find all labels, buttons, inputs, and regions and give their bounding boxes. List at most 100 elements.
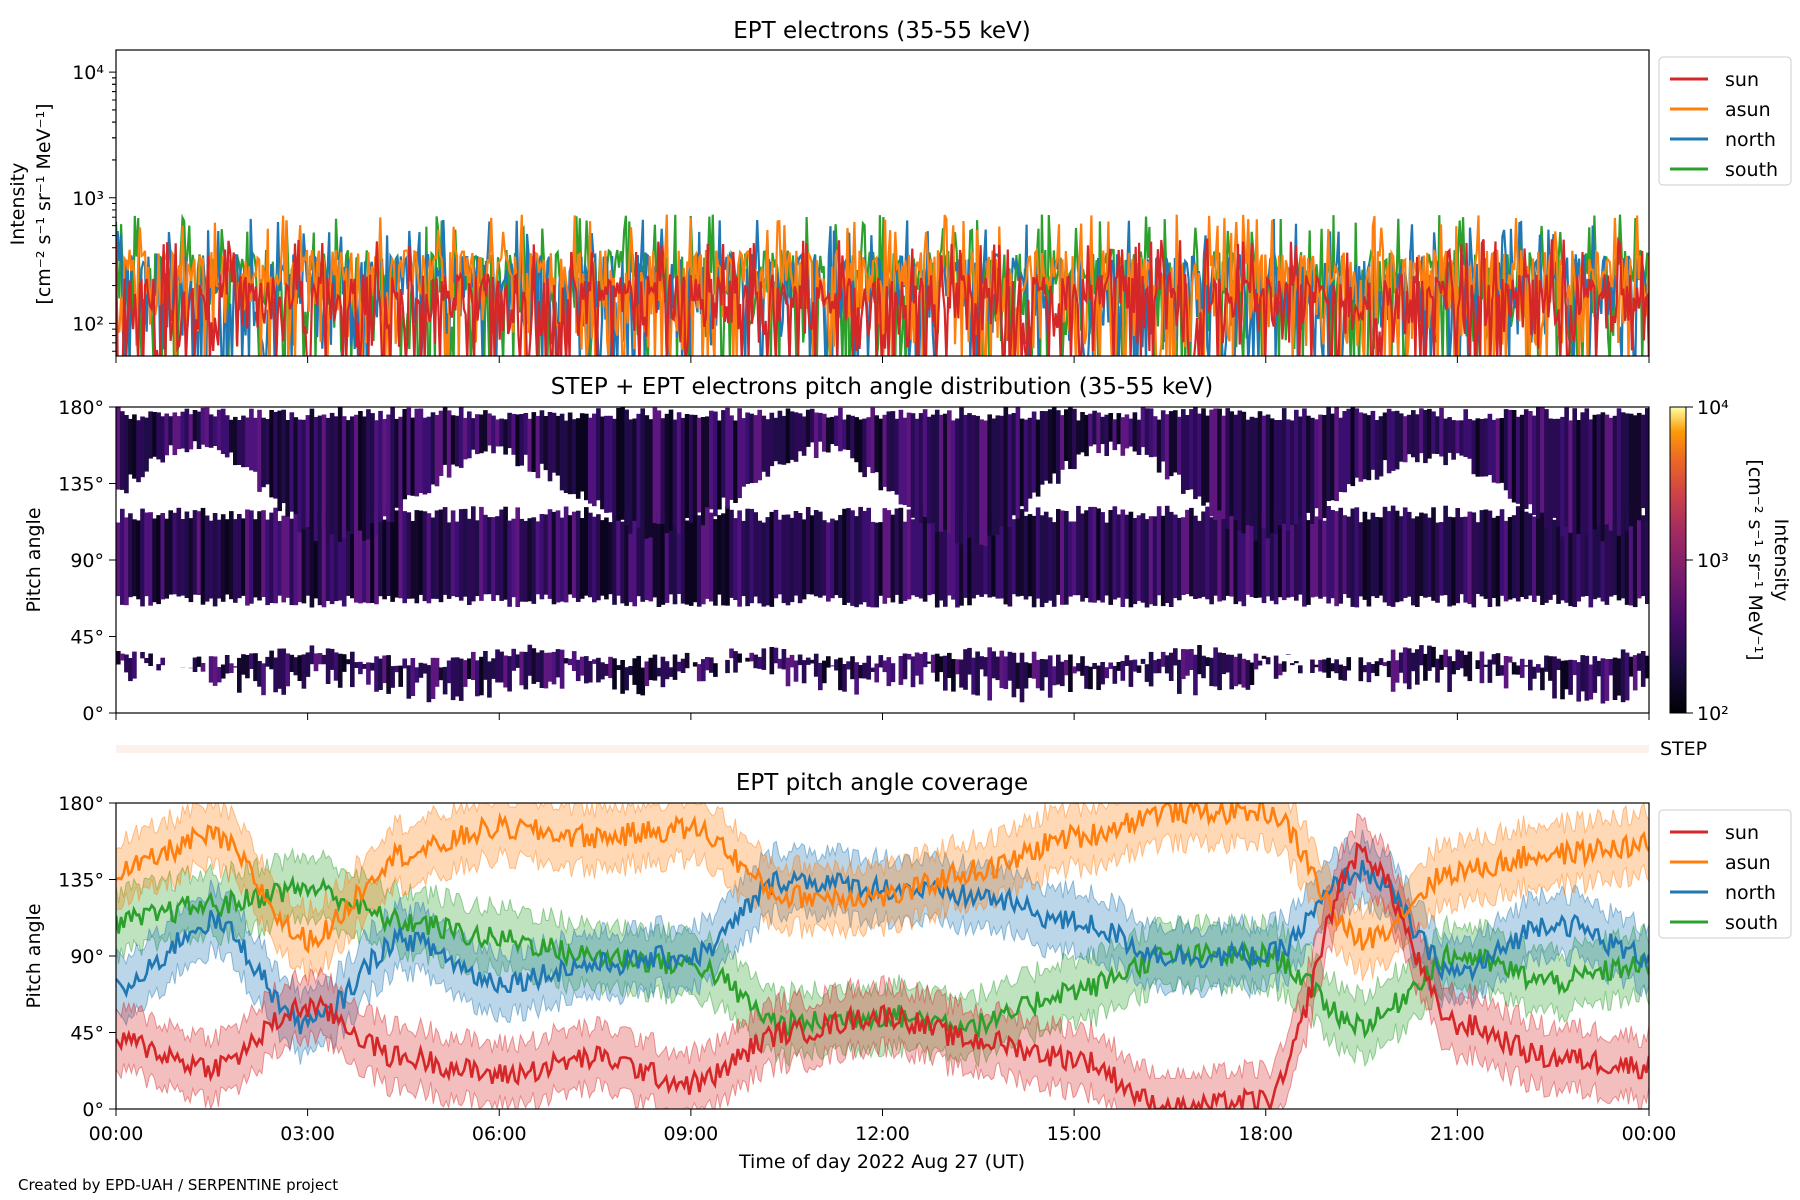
heatmap-cell xyxy=(1177,659,1182,694)
heatmap-cell xyxy=(975,517,980,595)
heatmap-cell xyxy=(648,510,654,602)
heatmap-cell xyxy=(337,653,343,688)
heatmap-cell xyxy=(1322,659,1327,673)
heatmap-cell xyxy=(462,508,468,597)
x-tick-label: 12:00 xyxy=(855,1123,910,1145)
heatmap-cell xyxy=(140,416,145,478)
heatmap-cell xyxy=(289,654,295,672)
heatmap-cell xyxy=(1100,416,1105,445)
heatmap-cell xyxy=(1023,662,1029,689)
heatmap-cell xyxy=(237,657,242,693)
heatmap-cell xyxy=(1382,506,1388,603)
heatmap-cell xyxy=(1209,657,1214,687)
heatmap-cell xyxy=(1007,651,1013,681)
heatmap-cell xyxy=(1177,517,1182,601)
colorbar-label-line2: [cm⁻² s⁻¹ sr⁻¹ MeV⁻¹] xyxy=(1744,459,1766,660)
heatmap-cell xyxy=(636,655,642,695)
heatmap-cell xyxy=(152,518,157,603)
heatmap-cell xyxy=(793,412,799,462)
heatmap-cell xyxy=(1552,519,1557,595)
heatmap-cell xyxy=(1487,510,1493,607)
panel-intensity: EPT electrons (35-55 keV) 10² 10³ 10⁴ Inte… xyxy=(7,18,1792,363)
heatmap-cell xyxy=(745,657,750,662)
heatmap-cell xyxy=(1007,414,1013,527)
heatmap-cell xyxy=(1624,652,1630,701)
heatmap-cell xyxy=(818,662,823,691)
heatmap-cell xyxy=(354,517,359,603)
heatmap-cell xyxy=(531,517,537,604)
heatmap-cell xyxy=(1245,512,1251,595)
heatmap-cell xyxy=(1346,516,1352,598)
heatmap-cell xyxy=(995,415,1001,535)
heatmap-cell xyxy=(947,507,952,596)
heatmap-cell xyxy=(362,416,367,541)
heatmap-cell xyxy=(620,407,625,520)
heatmap-cell xyxy=(1536,664,1541,673)
heatmap-cell xyxy=(652,407,658,523)
heatmap-cell xyxy=(1237,410,1243,531)
heatmap-cell xyxy=(519,518,525,602)
heatmap-cell xyxy=(273,507,278,604)
heatmap-cell xyxy=(374,510,379,605)
heatmap-cell xyxy=(1140,513,1146,603)
heatmap-cell xyxy=(773,647,779,664)
heatmap-cell xyxy=(1604,659,1610,701)
heatmap-cell xyxy=(1015,662,1021,689)
heatmap-cell xyxy=(894,418,900,495)
heatmap-cell xyxy=(680,658,686,673)
heatmap-cell xyxy=(951,420,956,544)
heatmap-cell xyxy=(826,417,831,453)
heatmap-cell xyxy=(1257,411,1263,532)
heatmap-cell xyxy=(1265,657,1271,665)
heatmap-cell xyxy=(951,522,956,600)
heatmap-cell xyxy=(184,511,190,598)
heatmap-cell xyxy=(1431,411,1436,454)
heatmap-cell xyxy=(632,418,638,521)
heatmap-cell xyxy=(1427,645,1432,671)
heatmap-cell xyxy=(1039,659,1045,691)
heatmap-cell xyxy=(882,660,888,673)
heatmap-cell xyxy=(1164,505,1170,603)
heatmap-cell xyxy=(995,656,1001,681)
heatmap-cell xyxy=(902,653,908,680)
heatmap-cell xyxy=(1241,511,1247,607)
heatmap-cell xyxy=(1624,508,1630,605)
heatmap-cell xyxy=(378,507,383,597)
heatmap-cell xyxy=(1322,520,1327,597)
heatmap-cell xyxy=(858,506,863,605)
heatmap-cell xyxy=(838,515,843,598)
heatmap-cell xyxy=(156,515,161,605)
panel1-y-axis: 10² 10³ 10⁴ xyxy=(72,62,116,352)
heatmap-cell xyxy=(325,417,331,544)
heatmap-cell xyxy=(132,519,137,597)
heatmap-cell xyxy=(1447,656,1452,692)
heatmap-cell xyxy=(1523,665,1529,667)
heatmap-cell xyxy=(967,413,972,538)
heatmap-cell xyxy=(180,411,186,449)
heatmap-cell xyxy=(1564,407,1569,527)
heatmap-cell xyxy=(523,520,529,602)
heatmap-cell xyxy=(834,520,839,596)
heatmap-cell xyxy=(539,410,545,464)
heatmap-cell xyxy=(148,512,153,606)
heatmap-cell xyxy=(1072,666,1077,674)
heatmap-cell xyxy=(1338,507,1344,604)
heatmap-cell xyxy=(1285,419,1291,531)
heatmap-cell xyxy=(1060,510,1065,605)
heatmap-cell xyxy=(1556,658,1561,670)
heatmap-cell xyxy=(854,516,859,608)
heatmap-cell xyxy=(1241,411,1247,534)
heatmap-cell xyxy=(898,656,904,685)
heatmap-cell xyxy=(1132,412,1138,452)
heatmap-cell xyxy=(769,647,775,675)
heatmap-cell xyxy=(475,414,480,455)
heatmap-cell xyxy=(983,420,989,547)
heatmap-cell xyxy=(1068,407,1073,469)
heatmap-cell xyxy=(1281,408,1287,524)
heatmap-cell xyxy=(1532,516,1537,602)
panel4-lines xyxy=(116,803,1649,1109)
heatmap-cell xyxy=(1612,520,1618,596)
heatmap-cell xyxy=(523,413,529,455)
heatmap-cell xyxy=(571,419,577,495)
heatmap-cell xyxy=(450,510,456,597)
